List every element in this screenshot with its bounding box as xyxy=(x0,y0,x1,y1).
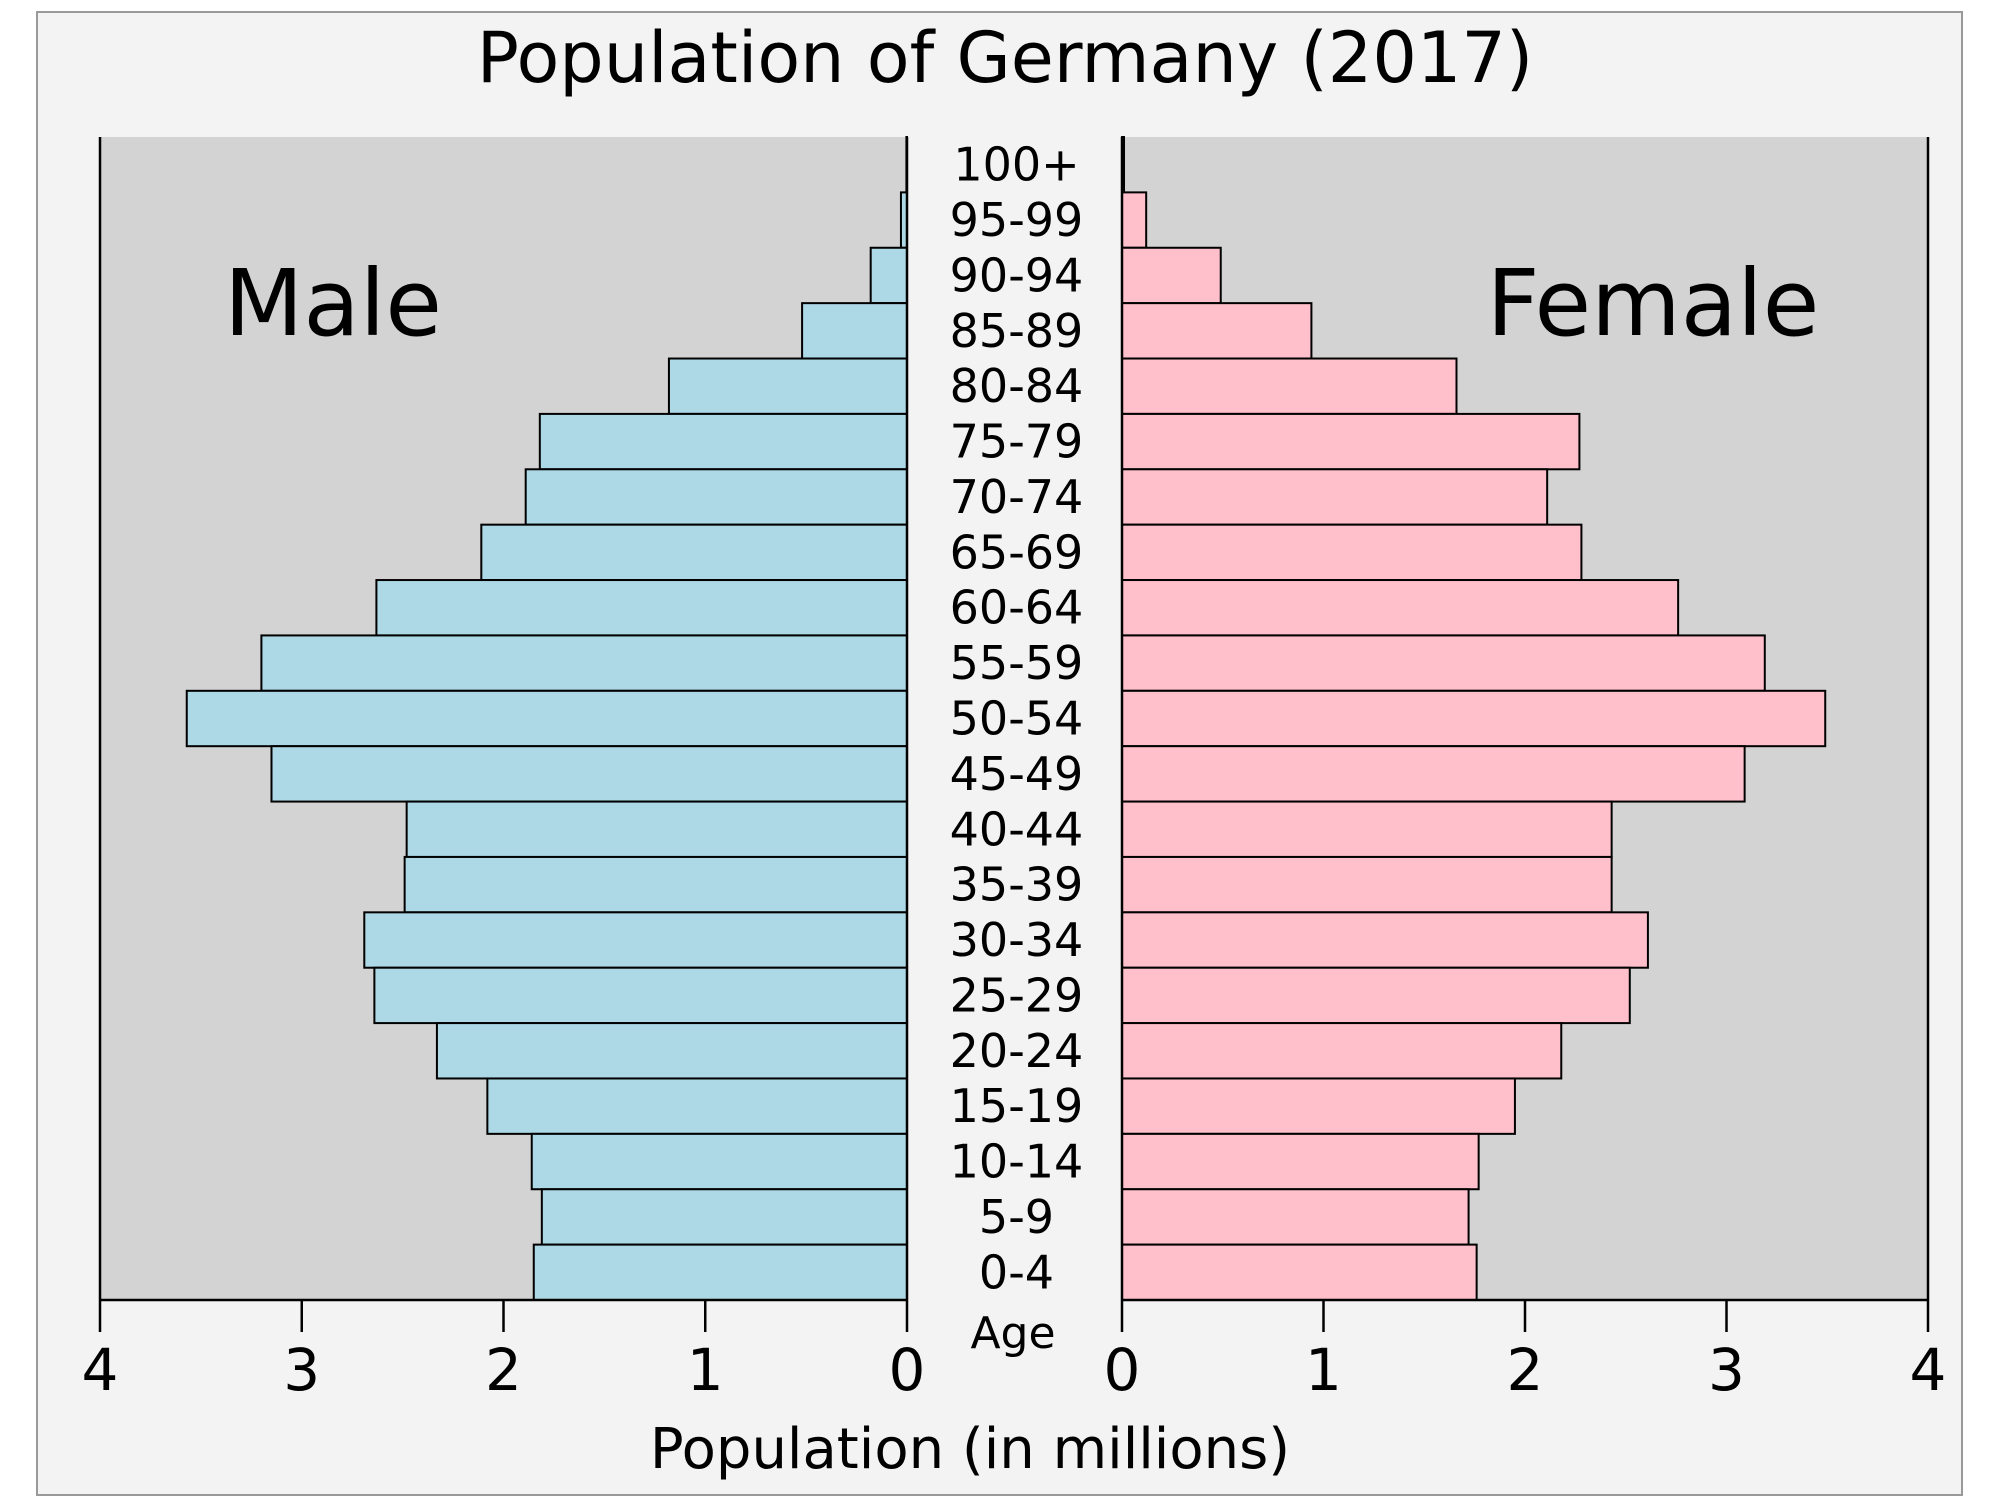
female-bar-20-24 xyxy=(1121,1022,1563,1080)
male-bar-80-84 xyxy=(667,357,908,415)
female-tick-label-0: 0 xyxy=(1104,1336,1141,1404)
female-bar-45-49 xyxy=(1121,745,1746,803)
female-bar-10-14 xyxy=(1121,1132,1480,1191)
female-bar-15-19 xyxy=(1121,1077,1516,1135)
female-bar-70-74 xyxy=(1121,468,1549,526)
male-x-axis: 0 1 2 3 4 xyxy=(82,1298,926,1404)
age-label-15-19: 15-19 xyxy=(950,1079,1084,1133)
female-bar-75-79 xyxy=(1121,412,1581,471)
female-tick-label-1: 1 xyxy=(1305,1336,1342,1404)
male-bar-35-39 xyxy=(403,855,908,914)
age-label-40-44: 40-44 xyxy=(950,802,1084,856)
age-label-30-34: 30-34 xyxy=(950,913,1084,967)
male-bar-20-24 xyxy=(435,1022,908,1080)
female-bar-5-9 xyxy=(1121,1188,1470,1246)
male-bar-15-19 xyxy=(486,1077,908,1135)
female-bar-55-59 xyxy=(1121,634,1766,692)
age-labels: 100+95-9990-9485-8980-8475-7970-7465-696… xyxy=(950,138,1084,1300)
age-label-0-4: 0-4 xyxy=(979,1245,1054,1299)
male-bar-50-54 xyxy=(185,689,908,748)
female-bar-40-44 xyxy=(1121,800,1613,858)
female-bar-50-54 xyxy=(1121,689,1827,748)
female-bar-85-89 xyxy=(1121,302,1313,360)
female-x-axis: 0 1 2 3 4 xyxy=(1104,1298,1947,1404)
age-label-25-29: 25-29 xyxy=(950,968,1084,1022)
female-bar-80-84 xyxy=(1121,357,1458,415)
age-label-20-24: 20-24 xyxy=(950,1024,1084,1078)
male-tick-label-3: 3 xyxy=(283,1336,320,1404)
age-label-85-89: 85-89 xyxy=(950,304,1084,358)
age-label-100+: 100+ xyxy=(953,138,1079,192)
male-bar-45-49 xyxy=(270,745,908,803)
male-bar-10-14 xyxy=(530,1132,908,1191)
y-axis-label: Age xyxy=(970,1308,1055,1359)
male-bar-25-29 xyxy=(373,966,908,1025)
female-bar-0-4 xyxy=(1121,1243,1478,1301)
age-label-75-79: 75-79 xyxy=(950,415,1084,469)
male-bar-30-34 xyxy=(363,911,909,969)
male-bar-85-89 xyxy=(801,302,909,360)
female-bar-90-94 xyxy=(1121,246,1222,305)
age-label-90-94: 90-94 xyxy=(950,248,1084,302)
age-label-80-84: 80-84 xyxy=(950,359,1084,413)
male-bar-70-74 xyxy=(524,468,908,526)
male-tick-label-2: 2 xyxy=(485,1336,522,1404)
male-bar-75-79 xyxy=(538,412,908,471)
male-bar-40-44 xyxy=(405,800,908,858)
female-tick-label-4: 4 xyxy=(1910,1336,1947,1404)
female-side-label: Female xyxy=(1487,250,1820,357)
age-label-35-39: 35-39 xyxy=(950,858,1084,912)
female-bars xyxy=(1121,136,1827,1301)
female-bar-30-34 xyxy=(1121,911,1649,969)
male-bar-60-64 xyxy=(375,579,908,637)
x-axis-label: Population (in millions) xyxy=(650,1417,1290,1482)
male-bar-55-59 xyxy=(260,634,908,692)
age-label-55-59: 55-59 xyxy=(950,636,1084,690)
age-label-95-99: 95-99 xyxy=(950,193,1084,247)
age-label-45-49: 45-49 xyxy=(950,747,1084,801)
age-label-70-74: 70-74 xyxy=(950,470,1084,524)
male-tick-label-4: 4 xyxy=(82,1336,119,1404)
female-bar-35-39 xyxy=(1121,855,1613,914)
age-label-10-14: 10-14 xyxy=(950,1135,1084,1189)
male-tick-label-0: 0 xyxy=(889,1336,926,1404)
male-bar-0-4 xyxy=(532,1243,908,1301)
male-bars xyxy=(185,136,909,1301)
male-bar-90-94 xyxy=(869,246,908,305)
male-side-label: Male xyxy=(224,250,442,357)
chart-title: Population of Germany (2017) xyxy=(477,17,1534,99)
age-label-60-64: 60-64 xyxy=(950,581,1084,635)
age-label-5-9: 5-9 xyxy=(979,1190,1054,1244)
female-tick-label-2: 2 xyxy=(1507,1336,1544,1404)
female-bar-60-64 xyxy=(1121,579,1680,637)
female-tick-label-3: 3 xyxy=(1708,1336,1745,1404)
male-tick-label-1: 1 xyxy=(687,1336,724,1404)
female-bar-95-99 xyxy=(1121,191,1148,249)
male-bar-65-69 xyxy=(480,523,908,582)
age-label-65-69: 65-69 xyxy=(950,525,1084,579)
female-bar-25-29 xyxy=(1121,966,1631,1025)
male-bar-5-9 xyxy=(540,1188,909,1246)
age-label-50-54: 50-54 xyxy=(950,692,1084,746)
female-bar-65-69 xyxy=(1121,523,1583,582)
